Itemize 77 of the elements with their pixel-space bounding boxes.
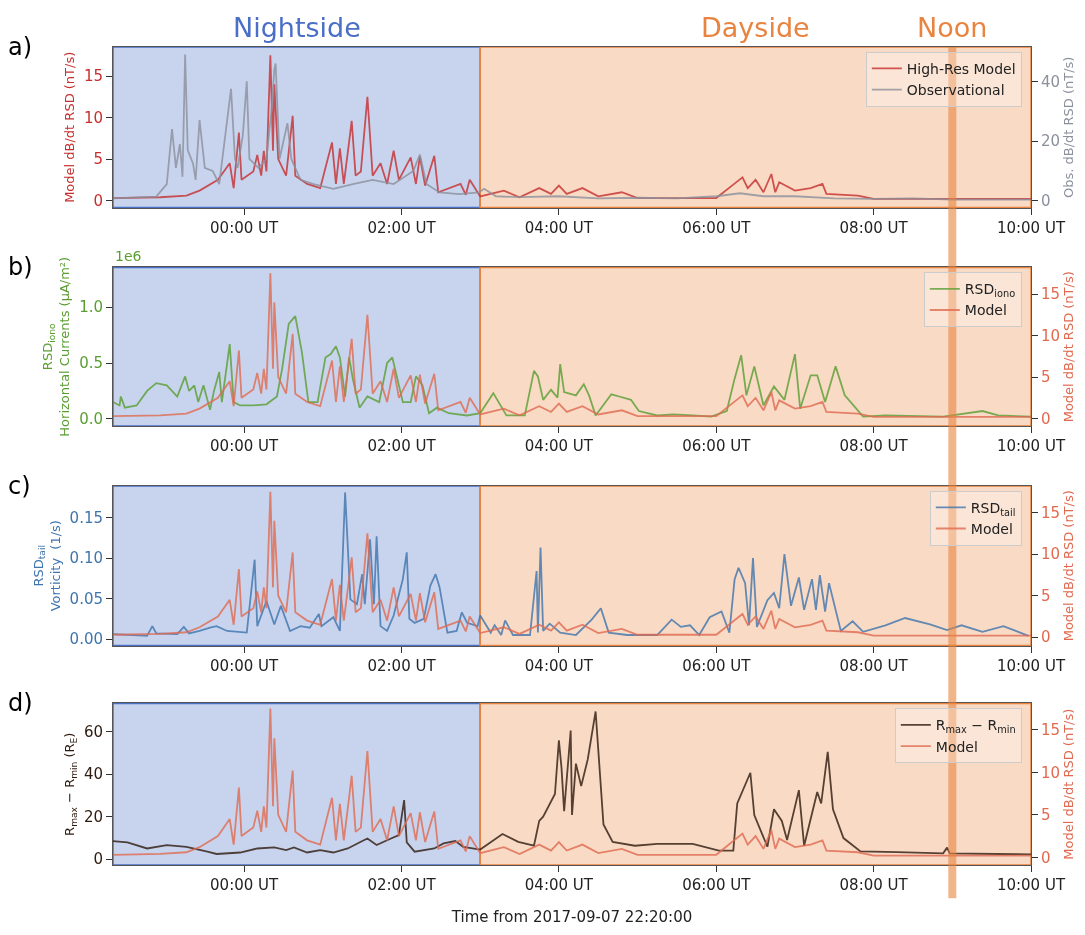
y2-tick-label: 10: [1041, 326, 1061, 345]
y-tick-label: 0: [93, 850, 103, 869]
y-tick-label: 15: [83, 67, 103, 86]
x-tick-label: 08:00 UT: [839, 876, 909, 895]
x-tick-label: 00:00 UT: [210, 656, 280, 675]
legend-label: RSD$_{tail}$: [970, 499, 1016, 518]
y-tick-label: 5: [93, 150, 103, 169]
text: 1e6: [115, 248, 142, 264]
y2-tick-label: 0: [1041, 192, 1051, 210]
x-tick-label: 08:00 UT: [839, 437, 909, 456]
band-label: Nightside: [233, 12, 361, 43]
legend-label: Model: [970, 520, 1013, 537]
y2-tick-label: 15: [1041, 285, 1061, 304]
y-tick-label: 0.10: [69, 549, 103, 568]
x-tick-label: 10:00 UT: [996, 876, 1066, 895]
y2-tick-label: 0: [1041, 409, 1051, 428]
x-tick-label: 02:00 UT: [367, 876, 437, 895]
y2-tick-label: 10: [1041, 545, 1061, 564]
y-tick-label: 0.05: [69, 589, 103, 608]
y2-axis-title: Model dB/dt RSD (nT/s): [1060, 271, 1076, 423]
y2-tick-label: 5: [1041, 586, 1051, 605]
text: b): [8, 253, 33, 281]
x-tick-label: 04:00 UT: [524, 876, 594, 895]
x-tick-label: 04:00 UT: [524, 656, 594, 675]
y2-axis-title: Model dB/dt RSD (nT/s): [1060, 490, 1076, 642]
y-axis-title: Model dB/dt RSD (nT/s): [61, 51, 77, 203]
x-tick-label: 10:00 UT: [996, 218, 1066, 237]
y2-tick-label: 40: [1041, 72, 1061, 91]
y-tick-label: 10: [83, 108, 103, 127]
y-tick-label: 20: [83, 807, 103, 826]
x-tick-label: 10:00 UT: [996, 656, 1066, 675]
y2-tick-label: 10: [1041, 763, 1061, 782]
y2-tick-label: 0: [1041, 848, 1051, 867]
legend-label: Model: [964, 302, 1007, 319]
y-tick-label: 0.00: [69, 630, 103, 649]
y2-axis-title: Obs. dB/dt RSD (nT/s): [1060, 56, 1076, 199]
x-tick-label: 00:00 UT: [210, 218, 280, 237]
line-series: [113, 272, 1031, 418]
y2-tick-label: 5: [1041, 806, 1051, 825]
text: c): [8, 472, 31, 500]
y-tick-label: 0.5: [79, 354, 103, 373]
y-tick-label: 0.0: [79, 410, 103, 429]
y-tick-label: 1.0: [79, 298, 103, 317]
ref-line-label: Noon: [917, 12, 988, 43]
x-tick-label: 06:00 UT: [682, 656, 752, 675]
x-tick-label: 04:00 UT: [524, 437, 594, 456]
x-tick-label: 10:00 UT: [996, 437, 1066, 456]
legend-label: High-Res Model: [906, 60, 1016, 77]
x-tick-label: 00:00 UT: [210, 437, 280, 456]
x-tick-label: 06:00 UT: [682, 218, 752, 237]
y2-tick-label: 0: [1041, 628, 1051, 647]
legend-label: R$_{max}$ − R$_{min}$: [935, 717, 1016, 736]
text: d): [8, 689, 33, 717]
x-axis-title: Time from 2017-09-07 22:20:00: [450, 908, 693, 927]
y-tick-label: 40: [83, 765, 103, 784]
y2-tick-label: 15: [1041, 503, 1061, 522]
x-tick-label: 06:00 UT: [682, 437, 752, 456]
x-tick-label: 06:00 UT: [682, 876, 752, 895]
y2-tick-label: 5: [1041, 368, 1051, 387]
y2-tick-label: 15: [1041, 721, 1061, 740]
x-tick-label: 04:00 UT: [524, 218, 594, 237]
legend-label: Model: [935, 738, 978, 755]
x-tick-label: 00:00 UT: [210, 876, 280, 895]
x-tick-label: 02:00 UT: [367, 656, 437, 675]
y-tick-label: 0.15: [69, 508, 103, 527]
band-label: Dayside: [701, 12, 810, 43]
y-tick-label: 0: [93, 191, 103, 210]
legend-label: RSD$_{iono}$: [964, 281, 1016, 300]
x-tick-label: 08:00 UT: [839, 218, 909, 237]
text: a): [8, 33, 33, 61]
y2-tick-label: 20: [1041, 132, 1061, 151]
y-tick-label: 60: [83, 723, 103, 742]
x-tick-label: 02:00 UT: [367, 218, 437, 237]
x-tick-label: 08:00 UT: [839, 656, 909, 675]
y2-axis-title: Model dB/dt RSD (nT/s): [1060, 708, 1076, 860]
x-tick-label: 02:00 UT: [367, 437, 437, 456]
legend-label: Observational: [906, 82, 1005, 99]
